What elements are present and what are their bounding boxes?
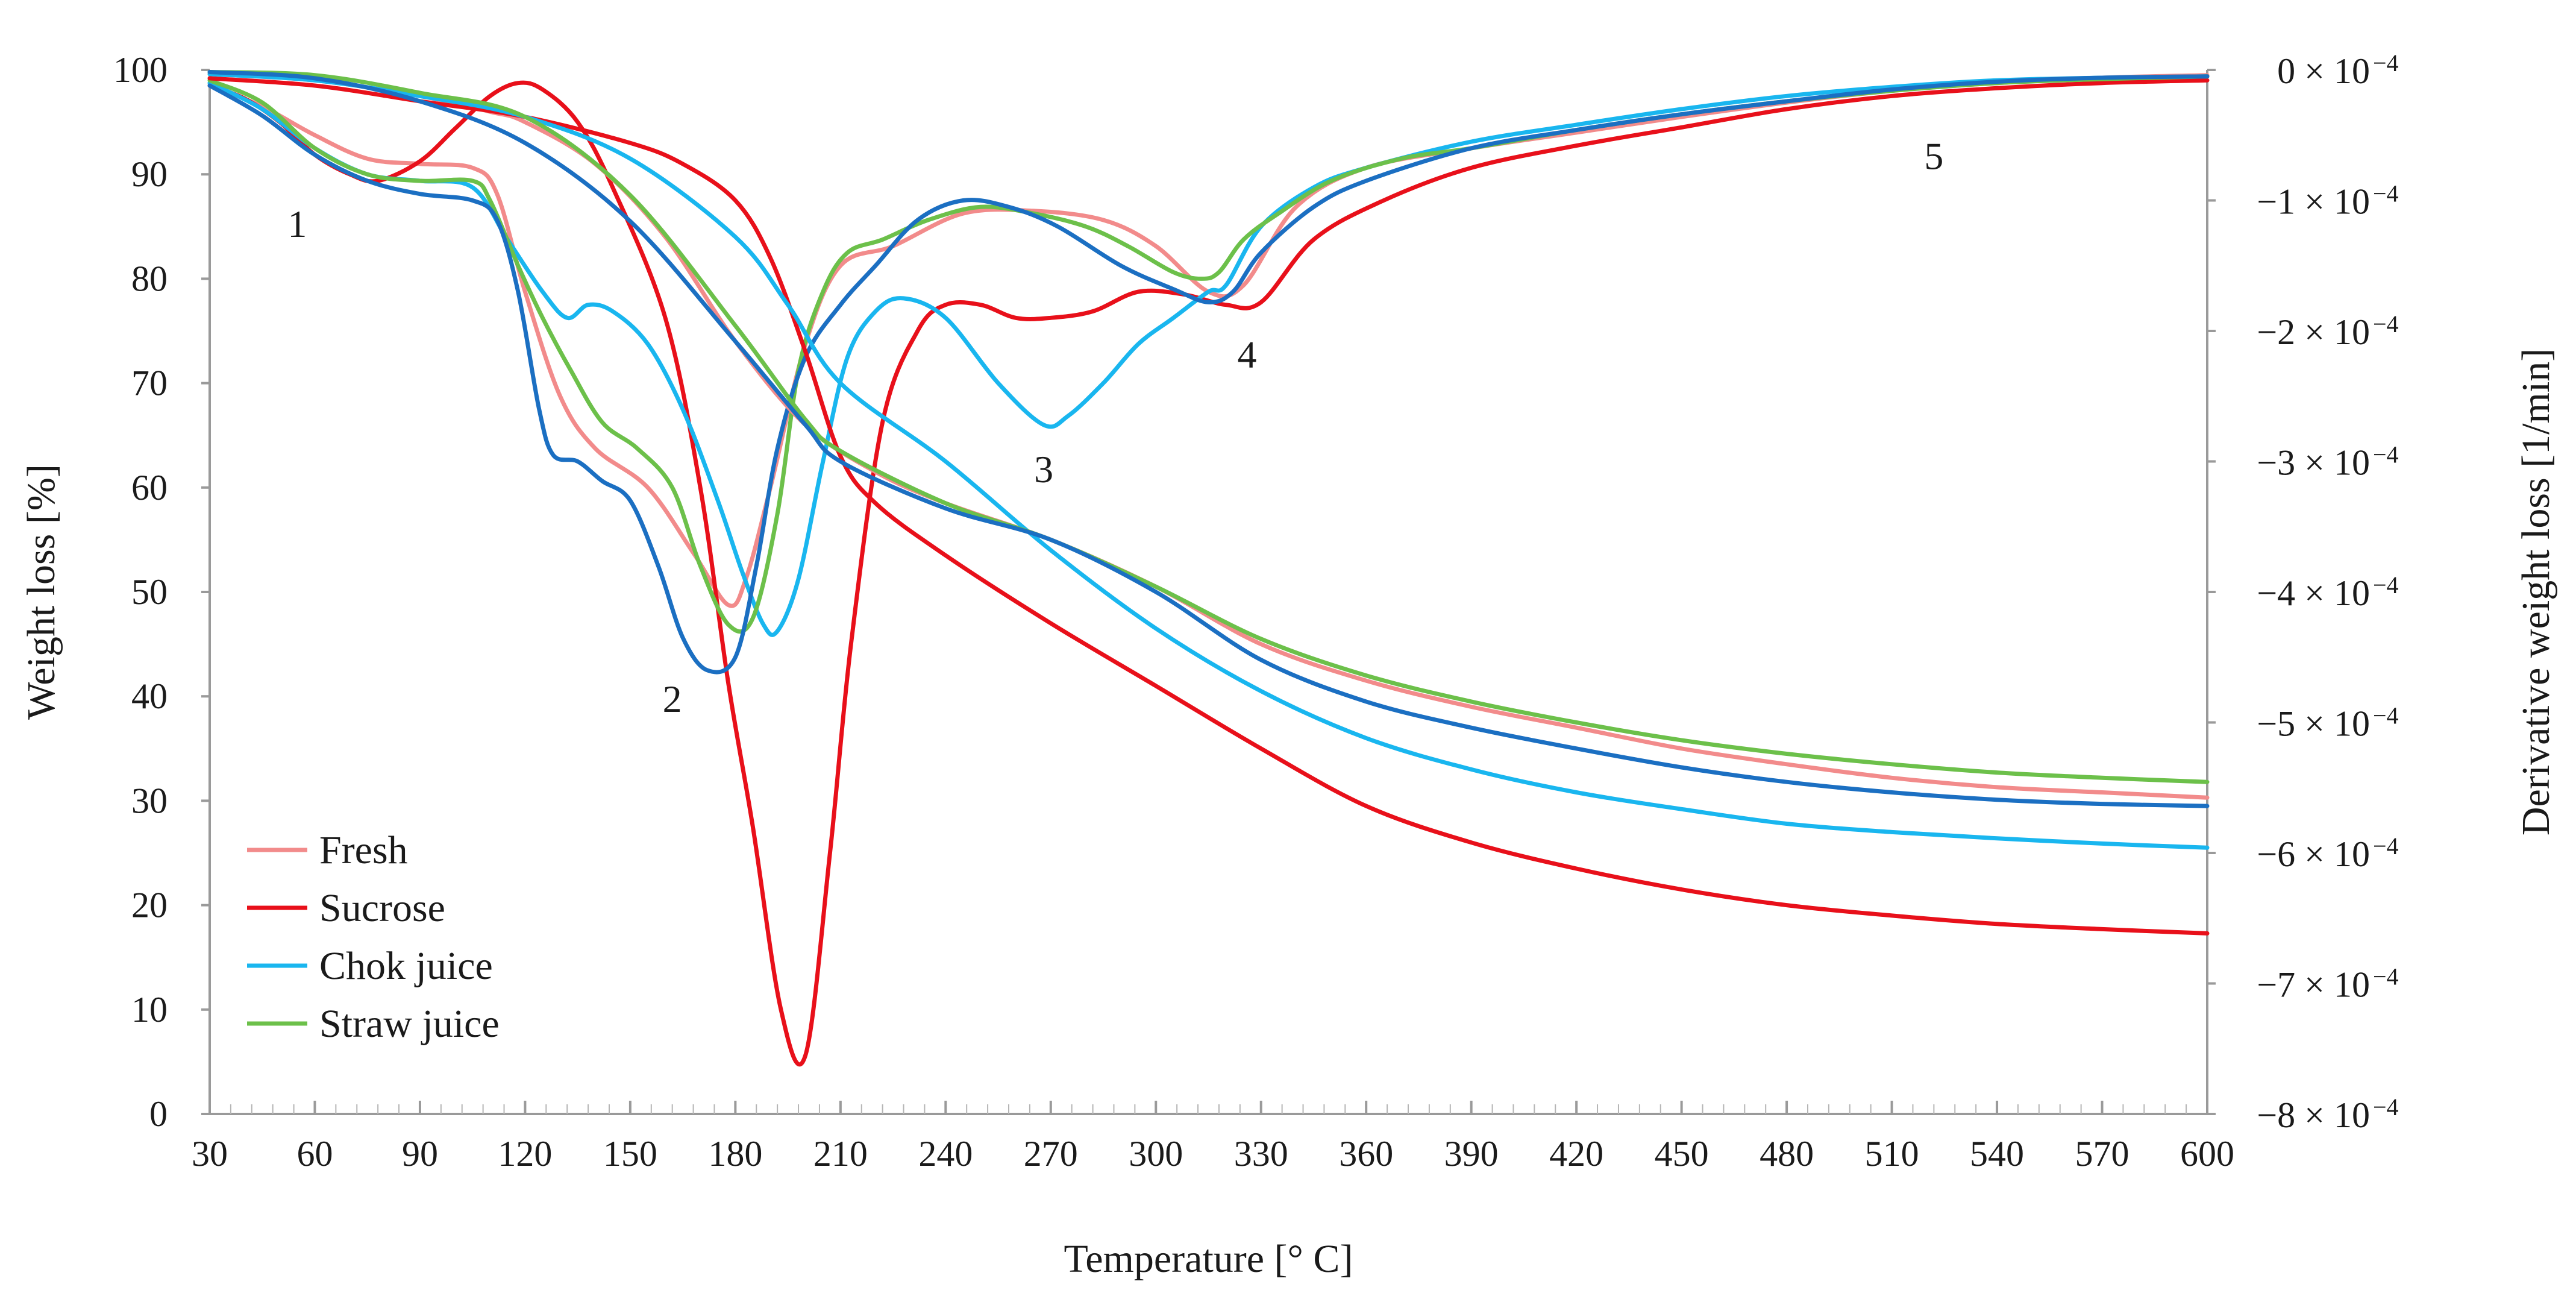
annotation-2: 2 (663, 678, 682, 720)
y-right-tick-label: −1 × 10 (2257, 182, 2370, 222)
x-tick-label: 330 (1234, 1134, 1288, 1174)
legend-label-chok-juice: Chok juice (319, 944, 493, 988)
y-left-tick-label: 20 (131, 886, 168, 925)
x-tick-label: 120 (498, 1134, 552, 1174)
y-left-tick-label: 100 (113, 50, 168, 90)
chart-axes (201, 69, 2216, 1115)
annotation-5: 5 (1924, 135, 1943, 178)
y-right-tick-label: −3 × 10 (2257, 443, 2370, 483)
annotation-3: 3 (1034, 448, 1053, 491)
x-tick-label: 150 (603, 1134, 657, 1174)
x-tick-label: 540 (1970, 1134, 2024, 1174)
legend: Fresh Sucrose Chok juice Straw juice (247, 828, 500, 1046)
x-tick-label: 90 (402, 1134, 438, 1174)
y-right-tick-exponent: −4 (2373, 310, 2399, 338)
y-right-tick-exponent: −4 (2373, 49, 2399, 77)
legend-label-sucrose: Sucrose (319, 886, 445, 930)
y-left-tick-label: 30 (131, 781, 168, 820)
series-fresh-tg-blue (207, 70, 2210, 808)
annotation-4: 4 (1237, 333, 1256, 376)
series-sucrose-dtg (207, 78, 2210, 1067)
x-tick-label: 390 (1444, 1134, 1499, 1174)
y-left-tick-label: 60 (131, 468, 168, 508)
x-tick-label: 480 (1760, 1134, 1814, 1174)
x-tick-label: 210 (813, 1134, 868, 1174)
x-tick-label: 450 (1655, 1134, 1709, 1174)
y-right-tick-label: −5 × 10 (2257, 704, 2370, 744)
y-right-tick-label: −2 × 10 (2257, 312, 2370, 352)
legend-label-straw-juice: Straw juice (319, 1002, 500, 1046)
y-right-tick-label: −8 × 10 (2257, 1095, 2370, 1135)
y-left-axis-title: Weight loss [%] (19, 464, 63, 720)
x-axis-title: Temperature [° C] (1064, 1237, 1353, 1281)
y-right-tick-label: −7 × 10 (2257, 965, 2370, 1005)
y-left-tick-label: 10 (131, 990, 168, 1030)
y-left-tick-label: 70 (131, 363, 168, 403)
x-tick-label: 240 (918, 1134, 973, 1174)
x-tick-label: 180 (708, 1134, 762, 1174)
y-left-tick-label: 40 (131, 676, 168, 716)
x-tick-label: 60 (296, 1134, 333, 1174)
x-tick-label: 510 (1865, 1134, 1919, 1174)
y-right-tick-exponent: −4 (2373, 571, 2399, 599)
x-tick-label: 570 (2075, 1134, 2129, 1174)
y-right-tick-label: −4 × 10 (2257, 573, 2370, 613)
y-right-tick-exponent: −4 (2373, 180, 2399, 207)
x-tick-label: 600 (2180, 1134, 2234, 1174)
series-fresh-dtg (207, 73, 2210, 608)
y-right-axis-title: Derivative weight loss [1/min] (2514, 348, 2558, 835)
y-right-tick-exponent: −4 (2373, 963, 2399, 990)
y-right-tick-exponent: −4 (2373, 1093, 2399, 1121)
series-sucrose-tg (207, 76, 2210, 936)
series-fresh-tg (207, 72, 2210, 800)
y-right-tick-exponent: −4 (2373, 441, 2399, 468)
legend-label-fresh: Fresh (319, 828, 408, 872)
x-tick-label: 300 (1129, 1134, 1183, 1174)
chart-series (207, 70, 2210, 1067)
y-right-tick-label: 0 × 10 (2277, 51, 2370, 91)
series-straw-juice-tg (207, 70, 2210, 784)
y-left-tick-label: 0 (149, 1094, 168, 1134)
y-left-tick-label: 50 (131, 572, 168, 612)
series-straw-juice-dtg (207, 74, 2210, 634)
y-right-tick-exponent: −4 (2373, 702, 2399, 729)
x-tick-label: 270 (1024, 1134, 1078, 1174)
x-tick-label: 360 (1339, 1134, 1393, 1174)
y-left-tick-label: 80 (131, 259, 168, 298)
y-right-tick-label: −6 × 10 (2257, 834, 2370, 874)
x-tick-label: 420 (1549, 1134, 1603, 1174)
y-right-tick-exponent: −4 (2373, 832, 2399, 860)
y-left-tick-label: 90 (131, 154, 168, 194)
series-chok-juice-dtg (207, 74, 2210, 637)
series-chok-juice-tg (207, 72, 2210, 850)
chart-labels: 30 60 90 120 150 180 210 240 270 300 330 360 390 420 4… (19, 49, 2558, 1281)
series-fresh-dtg-blue (207, 74, 2210, 675)
x-tick-label: 30 (192, 1134, 228, 1174)
annotation-1: 1 (287, 203, 307, 245)
